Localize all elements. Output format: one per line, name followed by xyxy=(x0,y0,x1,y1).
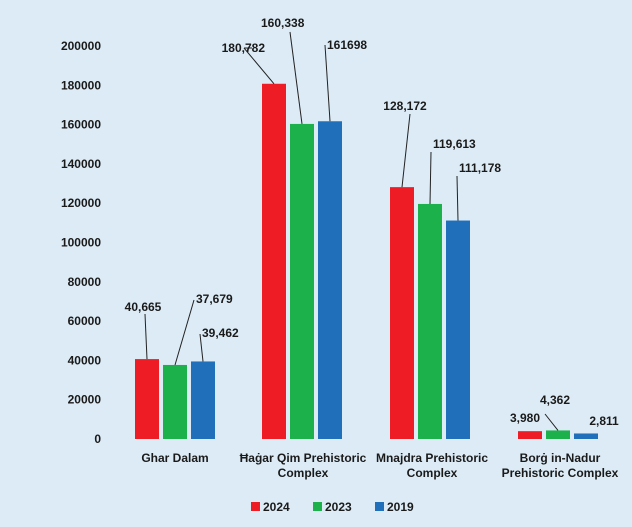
legend-swatch xyxy=(251,502,260,511)
y-tick-label: 0 xyxy=(94,432,101,446)
legend-label: 2019 xyxy=(387,500,414,514)
legend-swatch xyxy=(375,502,384,511)
y-tick-label: 40000 xyxy=(68,353,102,367)
y-tick-label: 60000 xyxy=(68,314,102,328)
category-label: Mnajdra Prehistoric xyxy=(376,451,488,465)
data-label: 40,665 xyxy=(125,300,162,314)
leader-line xyxy=(544,413,559,431)
bar-2024-2 xyxy=(390,187,414,439)
data-label: 37,679 xyxy=(196,292,233,306)
data-label: 4,362 xyxy=(540,393,570,407)
leader-line xyxy=(401,113,411,188)
legend-swatch xyxy=(313,502,322,511)
y-tick-label: 80000 xyxy=(68,275,102,289)
y-tick-label: 160000 xyxy=(61,118,101,132)
bar-2019-0 xyxy=(191,361,215,439)
leader-line xyxy=(144,313,148,360)
leader-line xyxy=(456,175,459,221)
bar-2019-1 xyxy=(318,121,342,439)
y-tick-label: 100000 xyxy=(61,236,101,250)
leader-line xyxy=(429,151,432,204)
data-label: 2,811 xyxy=(589,414,619,428)
y-tick-label: 180000 xyxy=(61,78,101,92)
y-tick-label: 140000 xyxy=(61,157,101,171)
y-tick-label: 200000 xyxy=(61,39,101,53)
bar-2019-3 xyxy=(574,433,598,439)
leader-line xyxy=(324,44,331,122)
bar-2023-0 xyxy=(163,364,187,439)
data-label: 161698 xyxy=(327,38,367,52)
bar-2023-2 xyxy=(418,203,442,439)
data-label: 128,172 xyxy=(383,99,427,113)
bar-2023-3 xyxy=(546,430,570,439)
data-label: 111,178 xyxy=(459,161,501,175)
leader-line xyxy=(174,299,195,366)
category-label: Ħaġar Qim Prehistoric xyxy=(240,451,367,465)
legend-label: 2024 xyxy=(263,500,290,514)
category-label: Complex xyxy=(407,466,458,480)
bar-2024-3 xyxy=(518,431,542,439)
leader-line xyxy=(289,31,303,125)
y-tick-label: 20000 xyxy=(68,393,102,407)
category-label: Prehistoric Complex xyxy=(502,466,619,480)
bar-2023-1 xyxy=(290,123,314,440)
leader-line xyxy=(199,333,204,362)
bar-2024-0 xyxy=(135,359,159,439)
category-label: Ghar Dalam xyxy=(141,451,208,465)
legend-label: 2023 xyxy=(325,500,352,514)
bar-2024-1 xyxy=(262,83,286,439)
data-label: 39,462 xyxy=(202,326,239,340)
data-label: 180,782 xyxy=(222,41,266,55)
data-label: 160,338 xyxy=(261,16,305,30)
leader-line xyxy=(243,47,275,85)
bar-2019-2 xyxy=(446,220,470,439)
category-label: Complex xyxy=(278,466,329,480)
data-label: 119,613 xyxy=(433,137,476,151)
y-tick-label: 120000 xyxy=(61,196,101,210)
category-label: Borġ in-Nadur xyxy=(520,451,601,465)
data-label: 3,980 xyxy=(510,411,540,425)
